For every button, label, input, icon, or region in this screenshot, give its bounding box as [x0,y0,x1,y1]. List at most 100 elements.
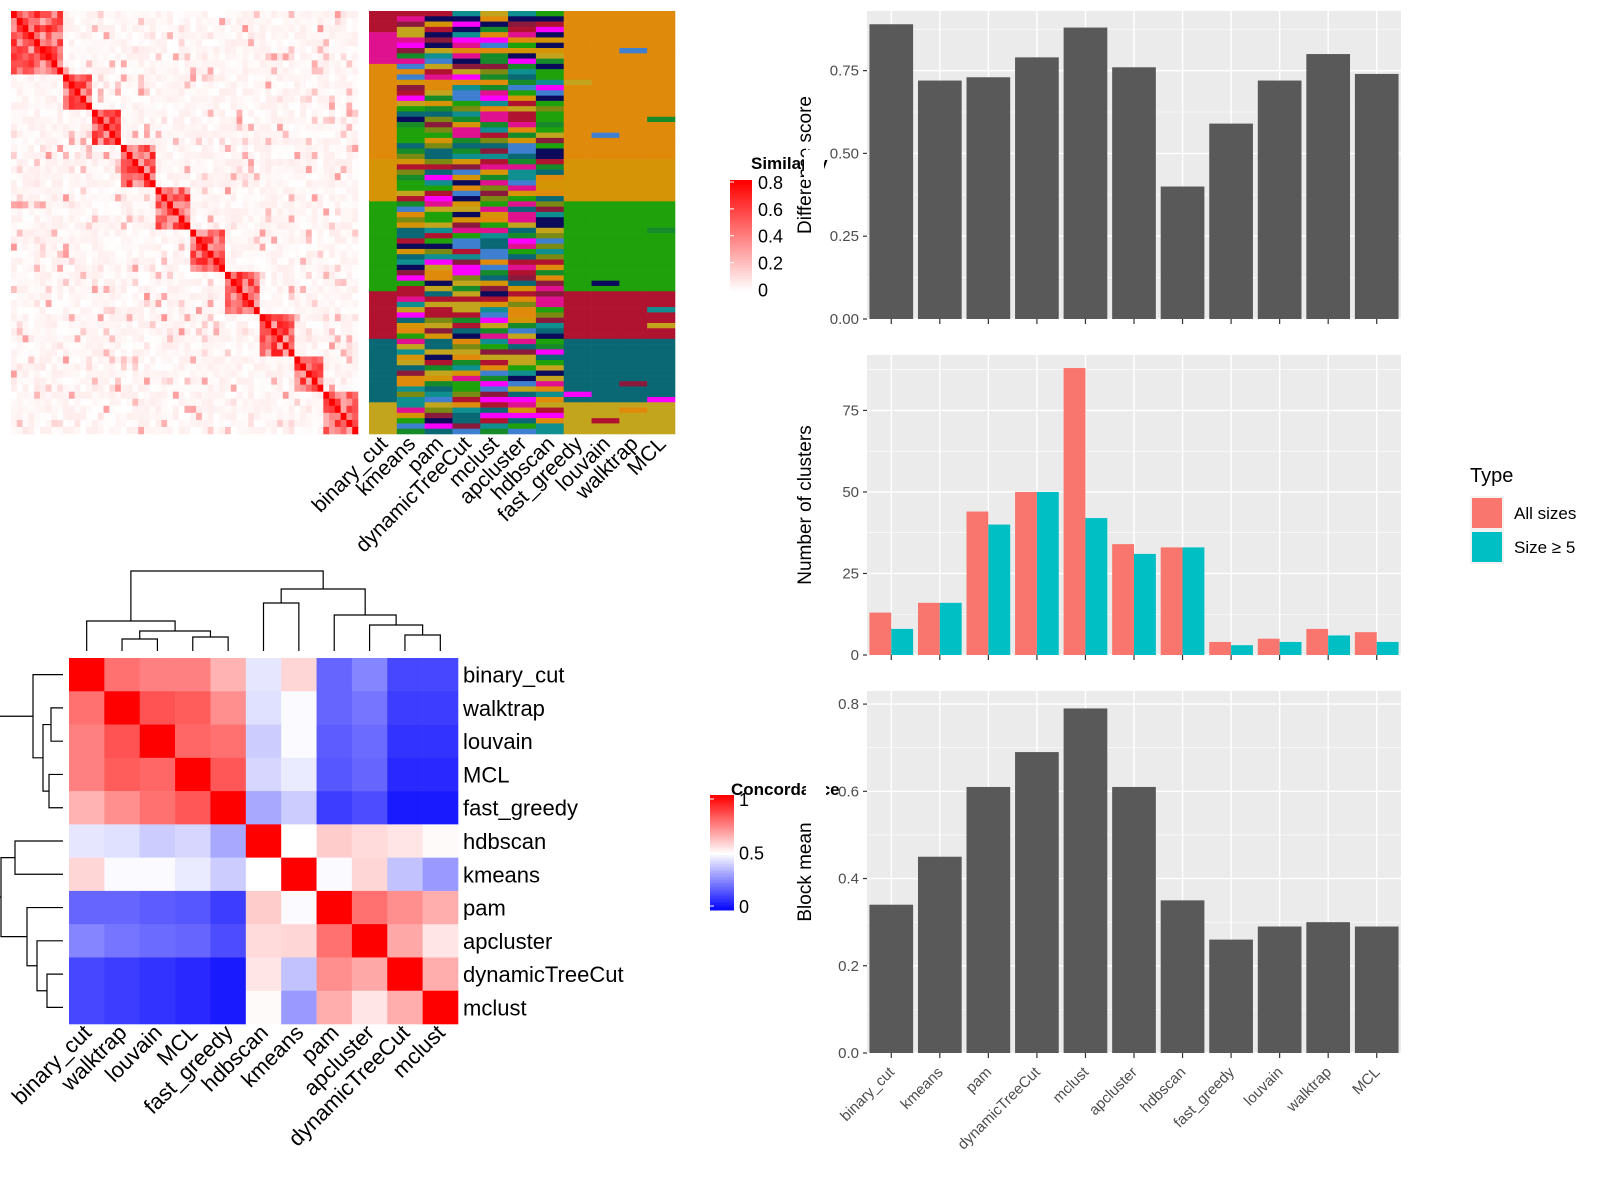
concordance-cell [139,890,176,925]
similarity-cell [282,314,289,322]
similarity-cell [51,264,58,273]
similarity-cell [190,18,197,26]
similarity-cell [28,11,35,19]
similarity-cell [305,342,313,350]
similarity-cell [259,194,266,202]
similarity-cell [248,166,255,174]
similarity-cell [207,363,214,371]
similarity-cell [97,412,104,421]
similarity-cell [323,342,330,350]
similarity-cell [277,95,284,103]
similarity-cell [334,370,341,378]
similarity-cell [271,384,278,392]
concordance-legend-swatch [710,831,734,835]
cluster-label-cell [508,95,537,102]
similarity-cell [138,208,145,216]
similarity-cell [346,152,353,160]
similarity-cell [300,11,307,19]
cluster-label-cell [480,11,509,17]
cluster-label-cell [369,275,398,281]
similarity-legend-swatch [730,259,752,263]
similarity-cell [16,243,23,251]
similarity-cell [311,166,318,174]
similarity-cell [155,102,162,110]
similarity-cell [45,271,52,280]
similarity-cell [282,271,289,280]
similarity-cell [103,405,110,414]
similarity-cell [126,222,133,230]
cluster-label-cell [424,21,453,28]
similarity-cell [334,137,341,146]
similarity-cell [213,335,220,343]
similarity-cell [51,426,58,435]
similarity-cell [300,67,307,75]
similarity-cell [340,229,347,237]
cluster-label-cell [508,63,537,70]
similarity-cell [282,222,289,230]
similarity-cell [132,95,139,103]
similarity-cell [172,391,180,400]
similarity-cell [329,335,336,343]
similarity-cell [253,194,260,202]
similarity-cell [172,335,180,343]
similarity-cell [115,321,122,329]
similarity-cell [184,194,191,202]
similarity-cell [305,130,313,139]
similarity-cell [39,166,46,174]
similarity-cell [248,180,255,188]
concordance-cell [351,824,388,858]
similarity-cell [178,88,185,96]
similarity-cell [138,123,145,132]
similarity-legend-swatch [730,202,752,206]
similarity-cell [242,391,249,400]
similarity-cell [97,285,104,294]
similarity-cell [329,53,336,61]
similarity-cell [74,349,81,357]
similarity-cell [86,229,93,237]
similarity-cell [161,173,168,181]
similarity-cell [103,335,110,343]
similarity-cell [138,173,145,181]
similarity-cell [201,349,208,357]
similarity-cell [97,180,104,188]
similarity-cell [115,356,122,364]
similarity-cell [115,264,122,273]
similarity-cell [126,194,133,202]
similarity-cell [68,53,75,61]
similarity-cell [317,285,324,294]
similarity-cell [45,130,52,139]
similarity-cell [28,173,35,181]
similarity-cell [323,187,330,195]
similarity-cell [91,285,99,294]
similarity-cell [132,349,139,357]
similarity-cell [178,314,185,322]
similarity-cell [155,173,162,181]
similarity-cell [68,123,75,132]
similarity-cell [265,81,272,89]
similarity-cell [172,426,180,435]
similarity-legend-swatch [730,254,752,258]
similarity-cell [45,321,52,329]
similarity-cell [16,363,23,371]
cluster-label-cell [591,275,620,281]
similarity-cell [329,180,336,188]
similarity-cell [259,173,266,181]
similarity-cell [236,116,243,125]
similarity-cell [190,53,197,61]
cluster-label-cell [480,344,509,350]
similarity-cell [236,144,243,153]
similarity-legend-label: 0.8 [758,173,783,193]
concordance-cell [245,724,282,759]
similarity-cell [132,257,139,266]
similarity-cell [277,405,284,414]
similarity-cell [57,264,64,273]
similarity-cell [103,95,110,103]
cluster-label-cell [647,365,676,371]
similarity-cell [167,384,174,392]
concordance-cell [351,857,388,892]
similarity-cell [11,95,18,103]
similarity-cell [265,321,272,329]
cluster-label-cell [563,206,592,213]
cluster-label-cell [452,143,481,149]
similarity-cell [253,180,260,188]
